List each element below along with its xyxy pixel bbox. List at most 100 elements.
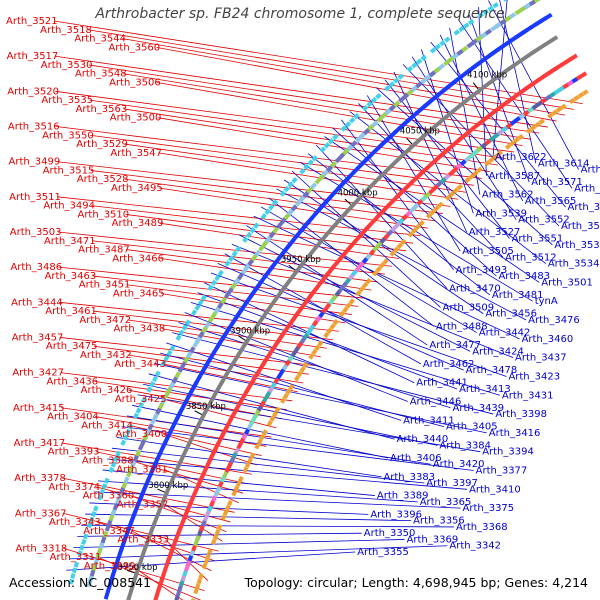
feature-block	[429, 47, 437, 54]
feature-block	[181, 324, 188, 331]
feature-block	[283, 185, 290, 193]
connector-line	[349, 111, 547, 264]
feature-block	[264, 208, 271, 215]
feature-block	[370, 96, 378, 104]
connector-line	[375, 87, 553, 246]
feature-block	[407, 231, 414, 238]
feature-block	[375, 265, 382, 273]
feature-block	[237, 476, 244, 483]
feature-block	[299, 366, 306, 373]
feature-block	[193, 588, 199, 595]
feature-block	[444, 36, 451, 43]
gene-label: Arth_3441	[416, 378, 468, 389]
connector-line	[111, 447, 425, 484]
feature-block	[340, 125, 347, 132]
gene-label: Arth_3342	[449, 541, 501, 552]
gene-label: Arth_3393	[48, 447, 100, 458]
connector-line	[439, 34, 524, 202]
gene-label: Arth_3367	[15, 508, 67, 519]
gene-label: Arth_3427	[12, 368, 64, 379]
gene-label: Arth_3475	[46, 341, 98, 352]
gene-label: Arth_3512	[505, 252, 557, 263]
gene-label: Arth_3550	[42, 130, 94, 141]
connector-line	[93, 345, 310, 375]
gene-label: Arth_3423	[508, 371, 560, 382]
kbp-label: 3900 kbp	[230, 327, 270, 337]
connector-line	[190, 302, 500, 396]
connector-line	[217, 262, 464, 371]
feature-block	[456, 183, 463, 191]
feature-block	[133, 412, 139, 420]
feature-block	[305, 324, 316, 336]
connector-line	[55, 90, 515, 153]
gene-label: Arth_3368	[456, 522, 508, 533]
feature-block	[214, 528, 221, 536]
gene-label: Arth_3446	[410, 397, 462, 408]
gene-label: Arth_3378	[14, 473, 66, 484]
kbp-label: 4100 kbp	[467, 71, 507, 81]
gene-label: Arth_3519	[561, 221, 600, 232]
feature-block	[492, 2, 499, 9]
feature-block	[311, 348, 318, 356]
feature-block	[443, 56, 455, 66]
feature-block	[560, 103, 567, 110]
connector-line	[81, 524, 454, 528]
feature-block	[149, 381, 156, 388]
connector-line	[402, 64, 560, 227]
feature-block	[86, 575, 94, 588]
feature-block	[207, 284, 214, 291]
connector-line	[56, 161, 451, 207]
feature-block	[68, 578, 74, 585]
connector-line	[90, 170, 443, 214]
gene-label: Arth_3466	[112, 253, 164, 264]
gene-label: Arth_3414	[81, 420, 133, 431]
feature-block	[276, 217, 287, 229]
feature-block	[458, 25, 465, 33]
feature-block	[528, 18, 543, 30]
feature-block	[355, 290, 362, 297]
feature-block	[466, 38, 478, 49]
gene-label: Arth_3439	[453, 403, 505, 414]
connector-line	[166, 342, 402, 421]
feature-block	[79, 544, 85, 551]
connector-line	[92, 275, 359, 307]
gene-label: Arth_3509	[443, 302, 495, 313]
feature-block	[365, 277, 372, 285]
feature-block	[95, 547, 103, 560]
feature-block	[317, 340, 324, 347]
feature-block	[258, 240, 269, 252]
feature-block	[228, 255, 235, 262]
feature-block	[389, 250, 396, 257]
feature-block	[71, 567, 78, 574]
connector-line	[154, 363, 487, 434]
summary-text: Topology: circular; Length: 4,698,945 bp…	[244, 575, 588, 590]
gene-label: Arth_3416	[489, 428, 541, 439]
gene-label: Arth_3431	[502, 390, 554, 401]
gene-label: Arth_3486	[10, 262, 62, 273]
connector-line	[90, 134, 474, 186]
connector-line	[93, 310, 333, 341]
gene-label: Arth_3369	[407, 534, 459, 545]
accession-text: Accession: NC_008541	[9, 575, 152, 590]
gene-label: Arth_3415	[13, 403, 65, 414]
feature-block	[396, 242, 403, 249]
connector-line	[55, 126, 482, 179]
feature-block	[157, 440, 168, 456]
feature-block	[216, 524, 223, 531]
feature-block	[90, 511, 97, 518]
gene-label: Arth_3384	[439, 440, 491, 451]
connector-line	[121, 426, 474, 471]
feature-block	[104, 519, 113, 532]
feature-block	[390, 221, 401, 233]
feature-block	[411, 227, 418, 234]
feature-block	[207, 548, 213, 555]
feature-block	[268, 203, 275, 211]
feature-block	[319, 146, 326, 153]
connector-line	[53, 20, 583, 105]
feature-block	[259, 433, 266, 441]
gene-label: Arth_3463	[45, 271, 97, 282]
feature-block	[254, 443, 261, 450]
connector-line	[157, 82, 523, 147]
feature-block	[170, 415, 181, 430]
